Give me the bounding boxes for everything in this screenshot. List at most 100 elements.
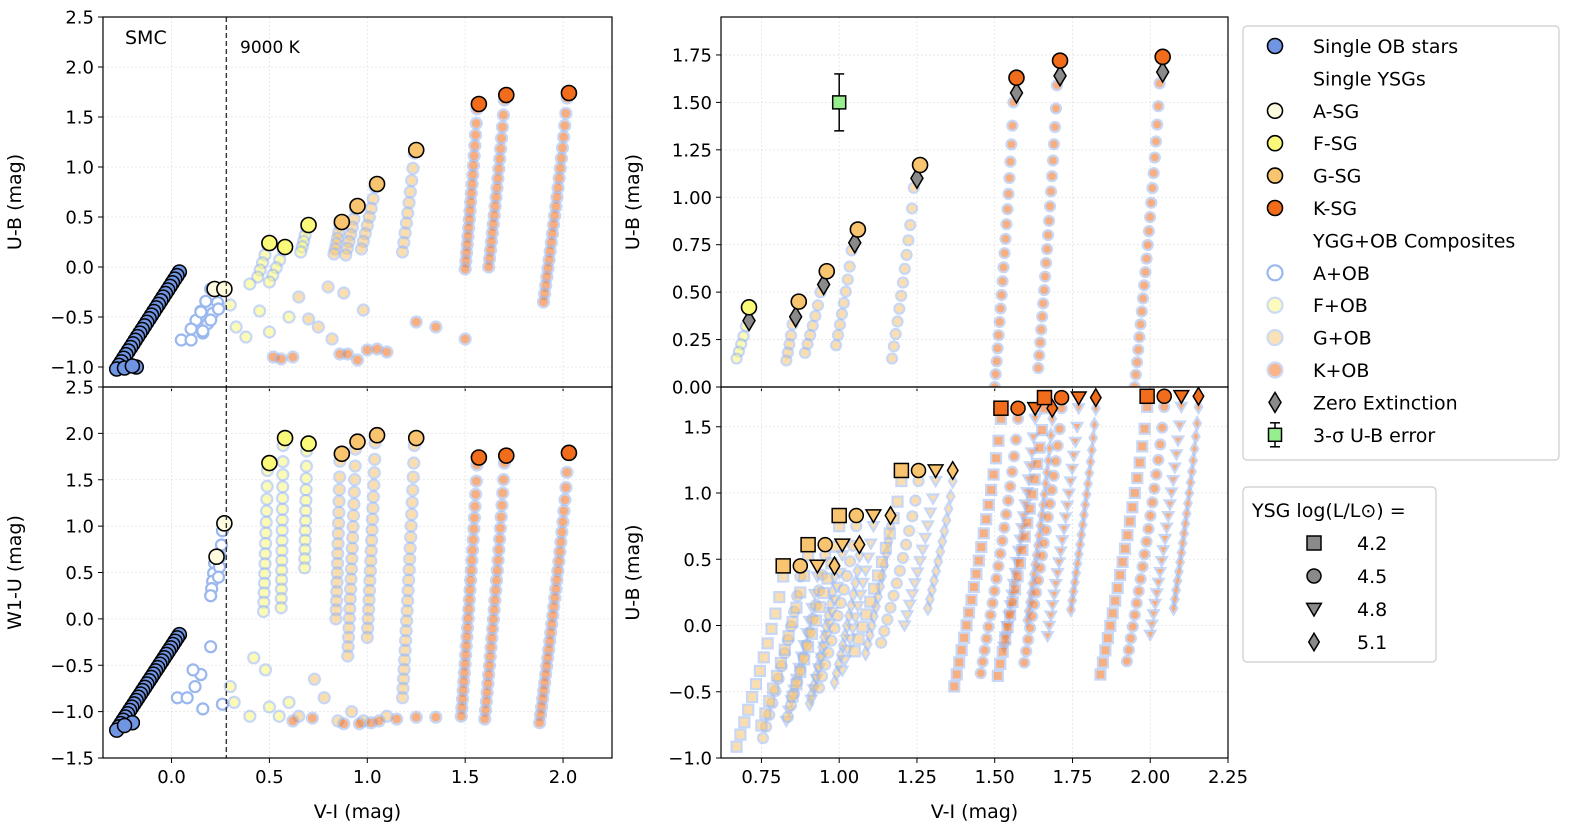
composite-point xyxy=(794,665,807,679)
y-tick-label: 1.0 xyxy=(65,158,94,179)
composite-point xyxy=(1130,356,1144,369)
composite-point xyxy=(184,333,198,347)
ysg-point xyxy=(276,429,294,447)
composite-point xyxy=(988,584,1001,598)
composite-point xyxy=(247,651,261,665)
composite-point xyxy=(356,303,370,317)
composite-point xyxy=(180,691,194,705)
ysg-square-point xyxy=(800,536,816,553)
composite-point xyxy=(1065,601,1076,618)
composite-point xyxy=(825,634,838,647)
composite-point xyxy=(332,505,346,520)
y-axis-label: U-B (mag) xyxy=(622,524,644,620)
composite-point xyxy=(809,309,822,323)
composite-point xyxy=(1063,476,1078,489)
y-axis-label: U-B (mag) xyxy=(4,154,26,250)
composite-point xyxy=(188,679,202,694)
composite-point xyxy=(909,494,922,507)
composite-point xyxy=(1134,318,1147,331)
composite-point xyxy=(790,678,803,691)
composite-point xyxy=(812,681,826,694)
composite-point xyxy=(906,510,919,523)
plot-area-top-left xyxy=(108,17,578,387)
composite-point xyxy=(757,651,770,664)
composite-point xyxy=(1148,151,1161,164)
y-tick-label: −1.0 xyxy=(50,358,94,379)
ysg-point xyxy=(740,299,758,316)
composite-point xyxy=(786,690,799,703)
ysg-point xyxy=(368,426,386,444)
composite-point xyxy=(1058,512,1073,525)
composite-point xyxy=(833,318,847,331)
composite-point xyxy=(467,522,481,536)
composite-point xyxy=(835,665,850,678)
composite-point xyxy=(907,578,923,591)
legend-luminosity-marker xyxy=(1306,535,1322,551)
composite-point xyxy=(458,332,472,346)
ysg-point xyxy=(849,221,867,238)
y-axis-label: W1-U (mag) xyxy=(4,515,26,630)
composite-point xyxy=(1120,655,1134,668)
composite-point xyxy=(1143,629,1158,642)
composite-point xyxy=(223,298,237,312)
composite-point xyxy=(1024,621,1037,635)
composite-point xyxy=(1167,462,1182,475)
composite-point xyxy=(260,492,274,506)
composite-point xyxy=(1142,225,1156,238)
ysg-point xyxy=(333,445,351,463)
legend-marker xyxy=(1266,102,1284,120)
composite-point xyxy=(898,262,911,276)
composite-point xyxy=(403,541,417,555)
legend-marker xyxy=(1266,361,1284,379)
composite-point xyxy=(852,562,863,580)
composite-point xyxy=(1149,588,1164,601)
y-tick-label: 0.5 xyxy=(65,208,94,229)
ysg-triangle-point xyxy=(833,538,851,554)
composite-point xyxy=(282,310,296,324)
composite-point xyxy=(996,534,1009,547)
composite-point xyxy=(429,710,443,724)
composite-point xyxy=(495,498,509,512)
composite-point xyxy=(998,521,1011,534)
ysg-triangle-point xyxy=(1026,401,1044,417)
legend-label: F+OB xyxy=(1313,295,1368,317)
composite-point xyxy=(828,622,841,635)
ysg-point xyxy=(1051,52,1069,69)
composite-point xyxy=(256,604,271,619)
composite-point xyxy=(756,732,770,745)
composite-point xyxy=(1185,474,1196,491)
composite-point xyxy=(558,119,572,133)
composite-point xyxy=(950,668,963,681)
composite-point xyxy=(1060,500,1075,513)
ysg-circle-point xyxy=(910,462,927,479)
composite-point xyxy=(778,643,791,656)
composite-point xyxy=(1188,452,1199,469)
composite-point xyxy=(276,455,290,469)
composite-point xyxy=(891,495,904,508)
composite-point xyxy=(766,682,780,695)
composite-point xyxy=(1138,548,1151,561)
composite-point xyxy=(1016,543,1029,557)
ysg-triangle-point xyxy=(864,509,883,525)
composite-point xyxy=(1088,429,1099,447)
ysg-point xyxy=(216,515,233,532)
composite-point xyxy=(332,494,346,508)
composite-point xyxy=(1136,440,1149,453)
composite-point xyxy=(1140,252,1153,265)
composite-point xyxy=(1034,336,1047,349)
composite-point xyxy=(972,554,985,567)
legend-marker xyxy=(1266,37,1284,55)
composite-point xyxy=(311,320,325,334)
composite-point xyxy=(831,328,845,342)
composite-point xyxy=(1006,465,1019,478)
legend-marker xyxy=(1266,134,1284,152)
composite-point xyxy=(243,709,257,723)
ysg-square-point xyxy=(1139,388,1155,405)
composite-point xyxy=(887,340,900,353)
composite-point xyxy=(902,234,915,247)
ysg-point xyxy=(407,429,425,447)
composite-point xyxy=(738,716,751,729)
composite-point xyxy=(794,586,807,599)
composite-point xyxy=(274,352,288,366)
composite-point xyxy=(1128,380,1141,387)
